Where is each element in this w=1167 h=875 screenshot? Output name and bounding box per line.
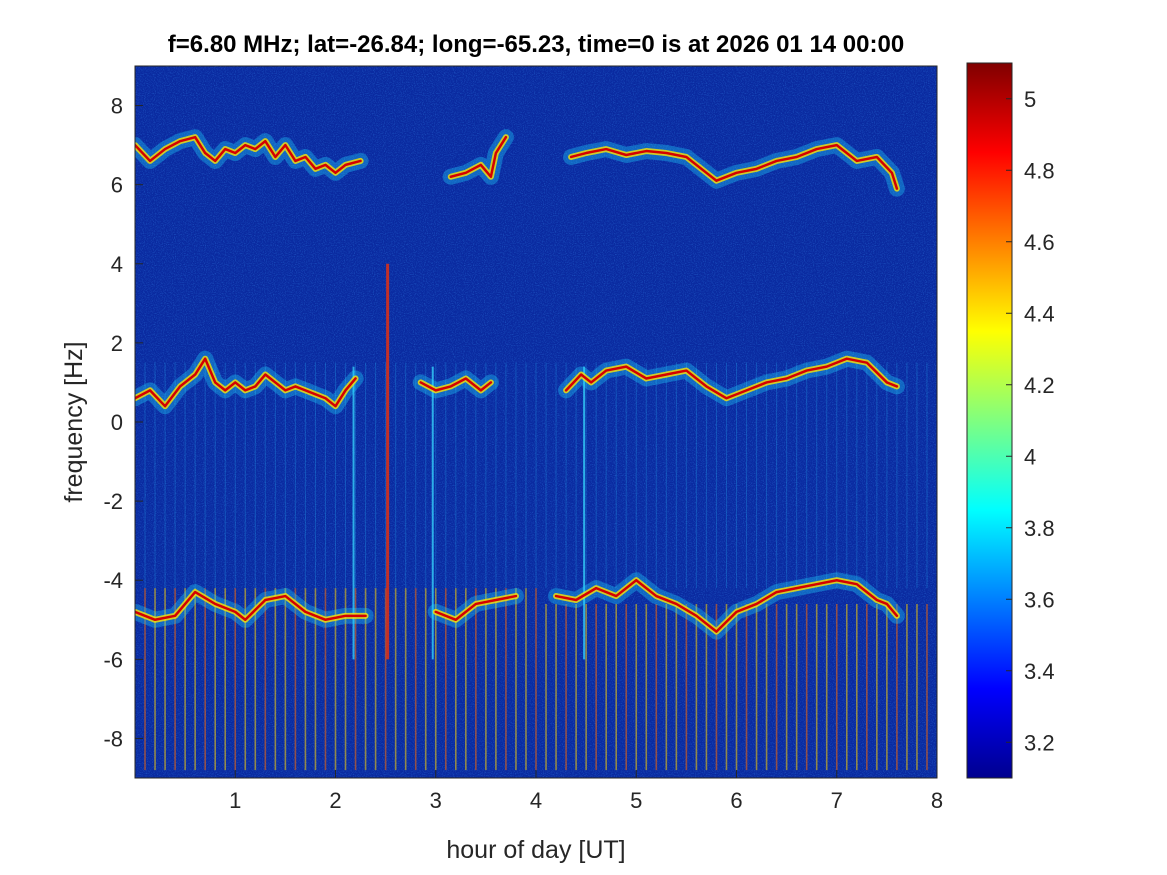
x-tick-label-6: 7 bbox=[831, 788, 843, 813]
y-tick-label-6: -4 bbox=[103, 568, 123, 593]
x-tick-label-4: 5 bbox=[630, 788, 642, 813]
y-tick-label-2: 4 bbox=[111, 252, 123, 277]
plot-area bbox=[135, 66, 937, 778]
colorbar-tick-label-7: 3.6 bbox=[1024, 587, 1055, 612]
y-axis-ticks: 8 6 4 2 0 -2 -4 -6 -8 bbox=[103, 94, 143, 751]
trace-1-line-2 bbox=[564, 357, 899, 400]
x-tick-label-0: 1 bbox=[229, 788, 241, 813]
colorbar-tick-label-8: 3.4 bbox=[1024, 659, 1055, 684]
trace-0-line-1 bbox=[449, 135, 508, 179]
colorbar-ticks: 5 4.8 4.6 4.4 4.2 4 3.8 3.6 3.4 3.2 bbox=[1006, 87, 1055, 755]
colorbar-tick-label-9: 3.2 bbox=[1024, 730, 1055, 755]
x-tick-label-1: 2 bbox=[329, 788, 341, 813]
x-axis-ticks: 1 2 3 4 5 6 7 8 bbox=[229, 770, 943, 813]
trace-1-line-1 bbox=[419, 377, 493, 392]
trace-2-line-2 bbox=[554, 578, 899, 633]
trace-2-line-1 bbox=[434, 594, 518, 622]
colorbar: 5 4.8 4.6 4.4 4.2 4 3.8 3.6 3.4 3.2 bbox=[966, 62, 1055, 779]
y-tick-label-4: 0 bbox=[111, 410, 123, 435]
trace-0-line-0 bbox=[135, 135, 362, 175]
colorbar-tick-label-2: 4.6 bbox=[1024, 230, 1055, 255]
trace-1-line-0 bbox=[135, 357, 357, 408]
y-tick-label-7: -6 bbox=[103, 647, 123, 672]
trace-0-line-2 bbox=[569, 143, 899, 190]
x-tick-label-3: 4 bbox=[530, 788, 542, 813]
colorbar-tick-label-5: 4 bbox=[1024, 444, 1036, 469]
colorbar-tick-label-3: 4.4 bbox=[1024, 301, 1055, 326]
x-axis-label: hour of day [UT] bbox=[446, 836, 625, 864]
y-tick-label-3: 2 bbox=[111, 331, 123, 356]
colorbar-gradient bbox=[966, 62, 1013, 779]
y-tick-label-1: 6 bbox=[111, 173, 123, 198]
x-tick-label-7: 8 bbox=[931, 788, 943, 813]
x-tick-label-5: 6 bbox=[730, 788, 742, 813]
y-tick-label-5: -2 bbox=[103, 489, 123, 514]
y-tick-label-0: 8 bbox=[111, 94, 123, 119]
colorbar-tick-label-1: 4.8 bbox=[1024, 158, 1055, 183]
y-axis-label: frequency [Hz] bbox=[60, 341, 88, 502]
chart-title: f=6.80 MHz; lat=-26.84; long=-65.23, tim… bbox=[168, 31, 904, 58]
colorbar-tick-label-6: 3.8 bbox=[1024, 516, 1055, 541]
spectral-traces bbox=[135, 129, 905, 640]
colorbar-tick-label-4: 4.2 bbox=[1024, 373, 1055, 398]
trace-2-line-0 bbox=[135, 590, 367, 622]
colorbar-tick-label-0: 5 bbox=[1024, 87, 1036, 112]
x-tick-label-2: 3 bbox=[430, 788, 442, 813]
y-tick-label-8: -8 bbox=[103, 726, 123, 751]
